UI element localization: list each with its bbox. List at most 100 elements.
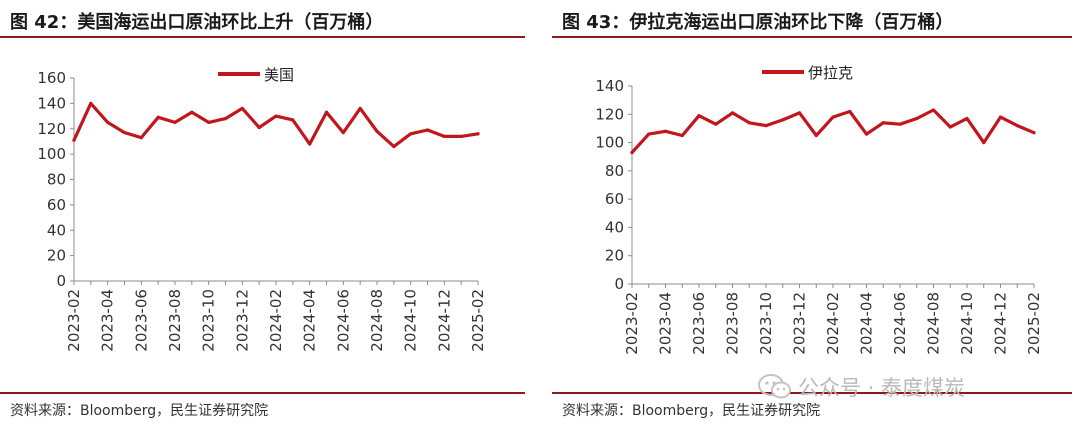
data-point <box>459 134 463 138</box>
source-note: 资料来源：Bloomberg，民生证券研究院 <box>562 403 821 419</box>
data-point <box>881 121 885 125</box>
chart-panel-iraq: 图 43：伊拉克海运出口原油环比下降（百万桶） 0 20 40 60 80 100 120 1… <box>552 0 1077 434</box>
data-point <box>697 114 701 118</box>
y-tick-label: 100 <box>37 145 66 163</box>
data-point <box>680 133 684 138</box>
data-point <box>207 120 211 125</box>
data-point <box>324 110 329 114</box>
y-tick-label: 40 <box>47 221 66 239</box>
x-tick-label: 2023-02 <box>623 292 641 355</box>
watermark-text: 公众号 · 泰度煤炭 <box>798 376 966 400</box>
source-rule <box>0 392 525 394</box>
x-tick-label: 2025-02 <box>1025 292 1043 355</box>
y-tick-label: 80 <box>605 162 624 180</box>
x-tick-label: 2024-10 <box>958 292 976 355</box>
x-tick-label: 2023-04 <box>99 289 117 352</box>
wechat-icon <box>758 374 791 399</box>
data-point <box>747 121 751 125</box>
line-chart-iraq: 0 20 40 60 80 100 120 140 2023-02 2023-04 2023-06 2… <box>595 64 1043 355</box>
data-point <box>341 130 345 135</box>
x-tick-label: 2023-12 <box>791 292 809 355</box>
x-tick-label: 2023-08 <box>724 292 742 355</box>
y-tick-label: 60 <box>47 196 66 214</box>
x-tick-label: 2023-06 <box>690 292 708 355</box>
x-tick-label: 2023-04 <box>657 292 675 355</box>
x-tick-label: 2023-12 <box>233 289 251 352</box>
x-tick-label: 2023-02 <box>65 289 83 352</box>
data-point <box>647 132 651 136</box>
data-point <box>173 120 177 125</box>
chart-panel-us: 图 42：美国海运出口原油环比上升（百万桶） 0 20 40 60 80 100 120 14… <box>0 0 525 434</box>
data-point <box>476 132 480 136</box>
x-tick-label: 2024-08 <box>925 292 943 355</box>
x-tick-label: 2024-02 <box>267 289 285 352</box>
data-point <box>139 136 143 140</box>
data-point <box>392 144 396 149</box>
data-point <box>240 106 244 111</box>
data-point <box>831 115 835 119</box>
x-tick-label: 2024-12 <box>992 292 1010 355</box>
data-point <box>106 120 110 125</box>
x-tick-label: 2024-02 <box>824 292 842 355</box>
x-tick-label: 2024-08 <box>368 289 386 352</box>
data-point <box>797 111 802 115</box>
data-point <box>442 134 446 138</box>
y-tick-label: 100 <box>595 134 624 152</box>
data-point <box>965 116 969 121</box>
y-tick-label: 40 <box>605 218 624 236</box>
legend-label: 伊拉克 <box>808 64 853 82</box>
y-tick-label: 140 <box>37 94 66 112</box>
y-tick-label: 20 <box>605 247 624 265</box>
data-point <box>898 122 902 126</box>
watermark: 公众号 · 泰度煤炭 <box>758 372 965 402</box>
y-tick-label: 140 <box>595 77 624 95</box>
x-tick-label: 2023-10 <box>200 289 218 352</box>
data-point <box>931 108 936 112</box>
x-tick-label: 2024-04 <box>858 292 876 355</box>
title-rule <box>552 36 1072 38</box>
y-tick-label: 120 <box>595 105 624 123</box>
data-point <box>223 117 228 121</box>
data-point <box>291 118 295 122</box>
data-point <box>1015 124 1019 128</box>
data-point <box>1032 131 1036 135</box>
y-tick-label: 60 <box>605 190 624 208</box>
data-point <box>764 124 768 128</box>
y-tick-label: 0 <box>614 275 624 293</box>
data-point <box>122 130 127 135</box>
data-point <box>663 129 668 133</box>
title-rule <box>0 36 525 38</box>
x-tick-label: 2024-10 <box>402 289 420 352</box>
data-point <box>257 125 261 130</box>
y-tick-label: 160 <box>37 69 66 87</box>
x-tick-label: 2024-06 <box>891 292 909 355</box>
y-tick-label: 120 <box>37 120 66 138</box>
source-rule <box>552 392 1072 394</box>
data-point <box>982 140 986 145</box>
y-tick-label: 80 <box>47 171 66 189</box>
data-point <box>848 109 852 114</box>
y-tick-label: 20 <box>47 247 66 265</box>
data-point <box>998 115 1003 119</box>
x-tick-label: 2023-06 <box>132 289 150 352</box>
x-tick-label: 2024-06 <box>334 289 352 352</box>
line-chart-us: 0 20 40 60 80 100 120 140 160 2023-02 2023-04 2023-… <box>37 66 487 352</box>
data-point <box>308 142 312 146</box>
x-tick-label: 2023-08 <box>166 289 184 352</box>
x-tick-label: 2023-10 <box>757 292 775 355</box>
data-point <box>425 128 430 132</box>
chart-title: 图 43：伊拉克海运出口原油环比下降（百万桶） <box>562 12 954 33</box>
source-note: 资料来源：Bloomberg，民生证券研究院 <box>10 403 269 419</box>
data-point <box>156 115 160 119</box>
data-point <box>714 122 718 126</box>
data-point <box>409 132 413 136</box>
data-point <box>864 132 869 136</box>
data-point <box>358 106 362 111</box>
data-point <box>72 138 76 142</box>
legend-label: 美国 <box>264 66 294 84</box>
data-point <box>915 116 919 121</box>
data-point <box>730 111 735 115</box>
data-point <box>948 125 952 129</box>
series-line <box>72 101 480 149</box>
x-tick-label: 2024-04 <box>301 289 319 352</box>
